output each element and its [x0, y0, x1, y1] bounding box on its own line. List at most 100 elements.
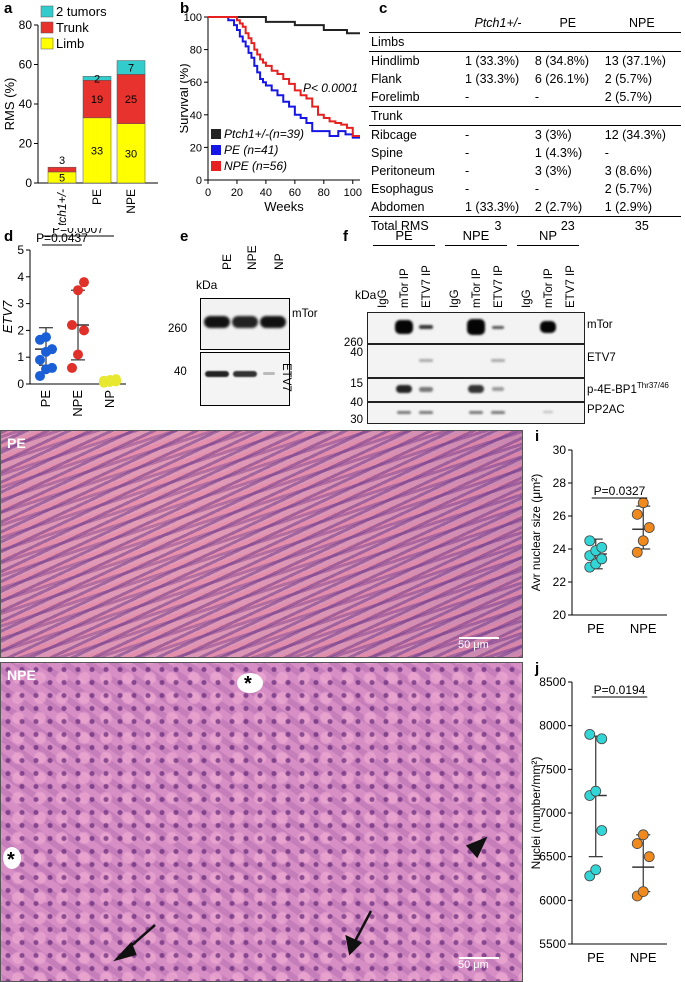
- y-tick-label: 6000: [539, 893, 566, 907]
- y-tick-label: 1: [17, 350, 24, 364]
- panel-label-j: j: [535, 660, 540, 677]
- micrograph-label: PE: [7, 435, 26, 451]
- band-label: PP2AC: [587, 404, 625, 416]
- data-point: [79, 325, 89, 336]
- marker-label: 40: [350, 347, 363, 359]
- micrograph-h-npe: NPE * * 50 μm: [0, 662, 523, 982]
- y-tick-label: 30: [553, 443, 567, 457]
- legend-label: Trunk: [56, 20, 89, 35]
- bar-segment: [82, 117, 112, 184]
- bar-top-label: 3: [59, 155, 65, 167]
- table-row-total: Total RMS 3 23 35: [371, 219, 649, 233]
- scale-bar-label: 50 μm: [458, 639, 489, 651]
- comparison-p-value: P=0.0327: [594, 484, 646, 498]
- panel-label-i: i: [535, 428, 540, 445]
- table-row: Esophagus - -2 (5.7%): [371, 182, 652, 196]
- table-row: Abdomen 1 (33.3%) 2 (2.7%) 1 (2.9%): [369, 198, 681, 217]
- band: [467, 319, 485, 335]
- lane-label: mTor IP: [543, 268, 555, 308]
- panel-label-d: d: [4, 228, 14, 245]
- x-tick-label: PE: [90, 189, 104, 205]
- x-tick-label: 100: [344, 187, 362, 199]
- panel-label-e: e: [180, 228, 189, 245]
- bar-label: 19: [91, 94, 103, 106]
- band: [419, 386, 433, 392]
- lane-label: IgG: [449, 289, 461, 308]
- arrow-icon: [351, 910, 373, 946]
- blot-e-mtor: [200, 298, 290, 350]
- marker-label: 40: [350, 397, 363, 409]
- x-tick-label: Ptch1+/-: [55, 189, 69, 225]
- lane-label: ETV7 IP: [421, 265, 433, 308]
- scale-bar: [459, 957, 499, 959]
- data-point: [590, 785, 602, 797]
- band: [260, 316, 286, 328]
- y-tick-label: 0: [25, 176, 32, 190]
- y-tick-label: 60: [190, 77, 202, 89]
- chart-i-nuclear-size: 20 22 24 26 28 30 Avr nuclear size (μm²) PE NPE P…: [529, 443, 667, 636]
- data-point: [643, 851, 655, 863]
- y-tick-label: 4: [17, 270, 24, 284]
- legend-swatch: [211, 145, 221, 155]
- y-tick-label: 100: [184, 12, 202, 24]
- col-header-pe: PE: [559, 16, 577, 30]
- table-row: Spine -1 (4.3%) -: [371, 146, 609, 160]
- arrowhead-icon: [465, 836, 488, 859]
- x-tick-label: NPE: [630, 950, 657, 965]
- data-point: [631, 508, 643, 520]
- x-tick-label: PE: [587, 950, 605, 965]
- x-tick-label: PE: [587, 621, 605, 636]
- band-label-superscript: Thr37/46: [636, 381, 669, 390]
- group-label: NP: [538, 228, 558, 243]
- y-tick-label: 8000: [539, 719, 566, 733]
- blot-f: kDa PE NPE NP IgG mTor IP ETV7 IP IgG mTor IP ET…: [343, 228, 685, 426]
- survival-curve: [208, 16, 360, 35]
- x-tick-label: 60: [289, 187, 301, 199]
- band-label-etv7-e: ETV7: [280, 363, 292, 392]
- y-tick-label: 6500: [539, 850, 566, 864]
- data-point: [67, 320, 77, 331]
- legend-swatch: [40, 21, 54, 34]
- band-label: p-4E-BP1Thr37/46: [587, 381, 669, 396]
- y-tick-label: 22: [553, 575, 567, 589]
- y-tick-label: 60: [19, 58, 33, 72]
- data-point: [631, 546, 643, 558]
- x-tick-label: NPE: [630, 621, 657, 636]
- lane-label: ETV7 IP: [493, 265, 505, 308]
- marker-label: 260: [343, 337, 363, 349]
- blot-e-etv7: [200, 352, 290, 406]
- micrograph-g-pe: PE 50 μm: [0, 430, 523, 658]
- bar-label: 33: [91, 145, 103, 157]
- bar-segment: [47, 166, 77, 173]
- legend-label: PE (n=41): [224, 143, 278, 157]
- x-tick-label: 40: [260, 187, 272, 199]
- comparison-p-value: P=0.0437: [36, 231, 88, 245]
- legend-label: 2 tumors: [56, 4, 107, 19]
- band: [205, 371, 229, 377]
- bar-segment: [116, 60, 146, 75]
- y-tick-label: 5: [17, 243, 24, 257]
- x-axis-label: Weeks: [264, 199, 304, 214]
- band: [397, 410, 411, 414]
- band: [491, 410, 505, 414]
- y-tick-label: 80: [190, 45, 202, 57]
- section-header-limbs: Limbs: [369, 32, 681, 52]
- chart-a-stacked-bar: 0 20 40 60 80 RMS (%) 5 3 Ptch1+/- 33 19 2 PE 30 25 7 NP…: [2, 4, 158, 225]
- y-tick-label: 28: [553, 476, 567, 490]
- data-point: [596, 553, 608, 565]
- x-tick-label: NP: [102, 390, 117, 408]
- lane-label: mTor IP: [399, 268, 411, 308]
- x-tick-label: NPE: [70, 390, 85, 417]
- micrograph-label: NPE: [7, 667, 36, 683]
- band: [543, 411, 553, 413]
- y-axis-label: Survival (%): [180, 63, 191, 133]
- y-axis-label: Nuclei (number/mm²): [529, 757, 543, 870]
- col-header-ptch1: Ptch1+/-: [474, 16, 522, 30]
- band: [419, 325, 433, 329]
- data-point: [637, 497, 649, 509]
- y-tick-label: 5500: [539, 937, 566, 951]
- bar-label: 5: [59, 172, 65, 184]
- group-label: PE: [395, 228, 413, 243]
- legend-swatch: [211, 161, 221, 171]
- y-axis-label: RMS (%): [2, 78, 17, 131]
